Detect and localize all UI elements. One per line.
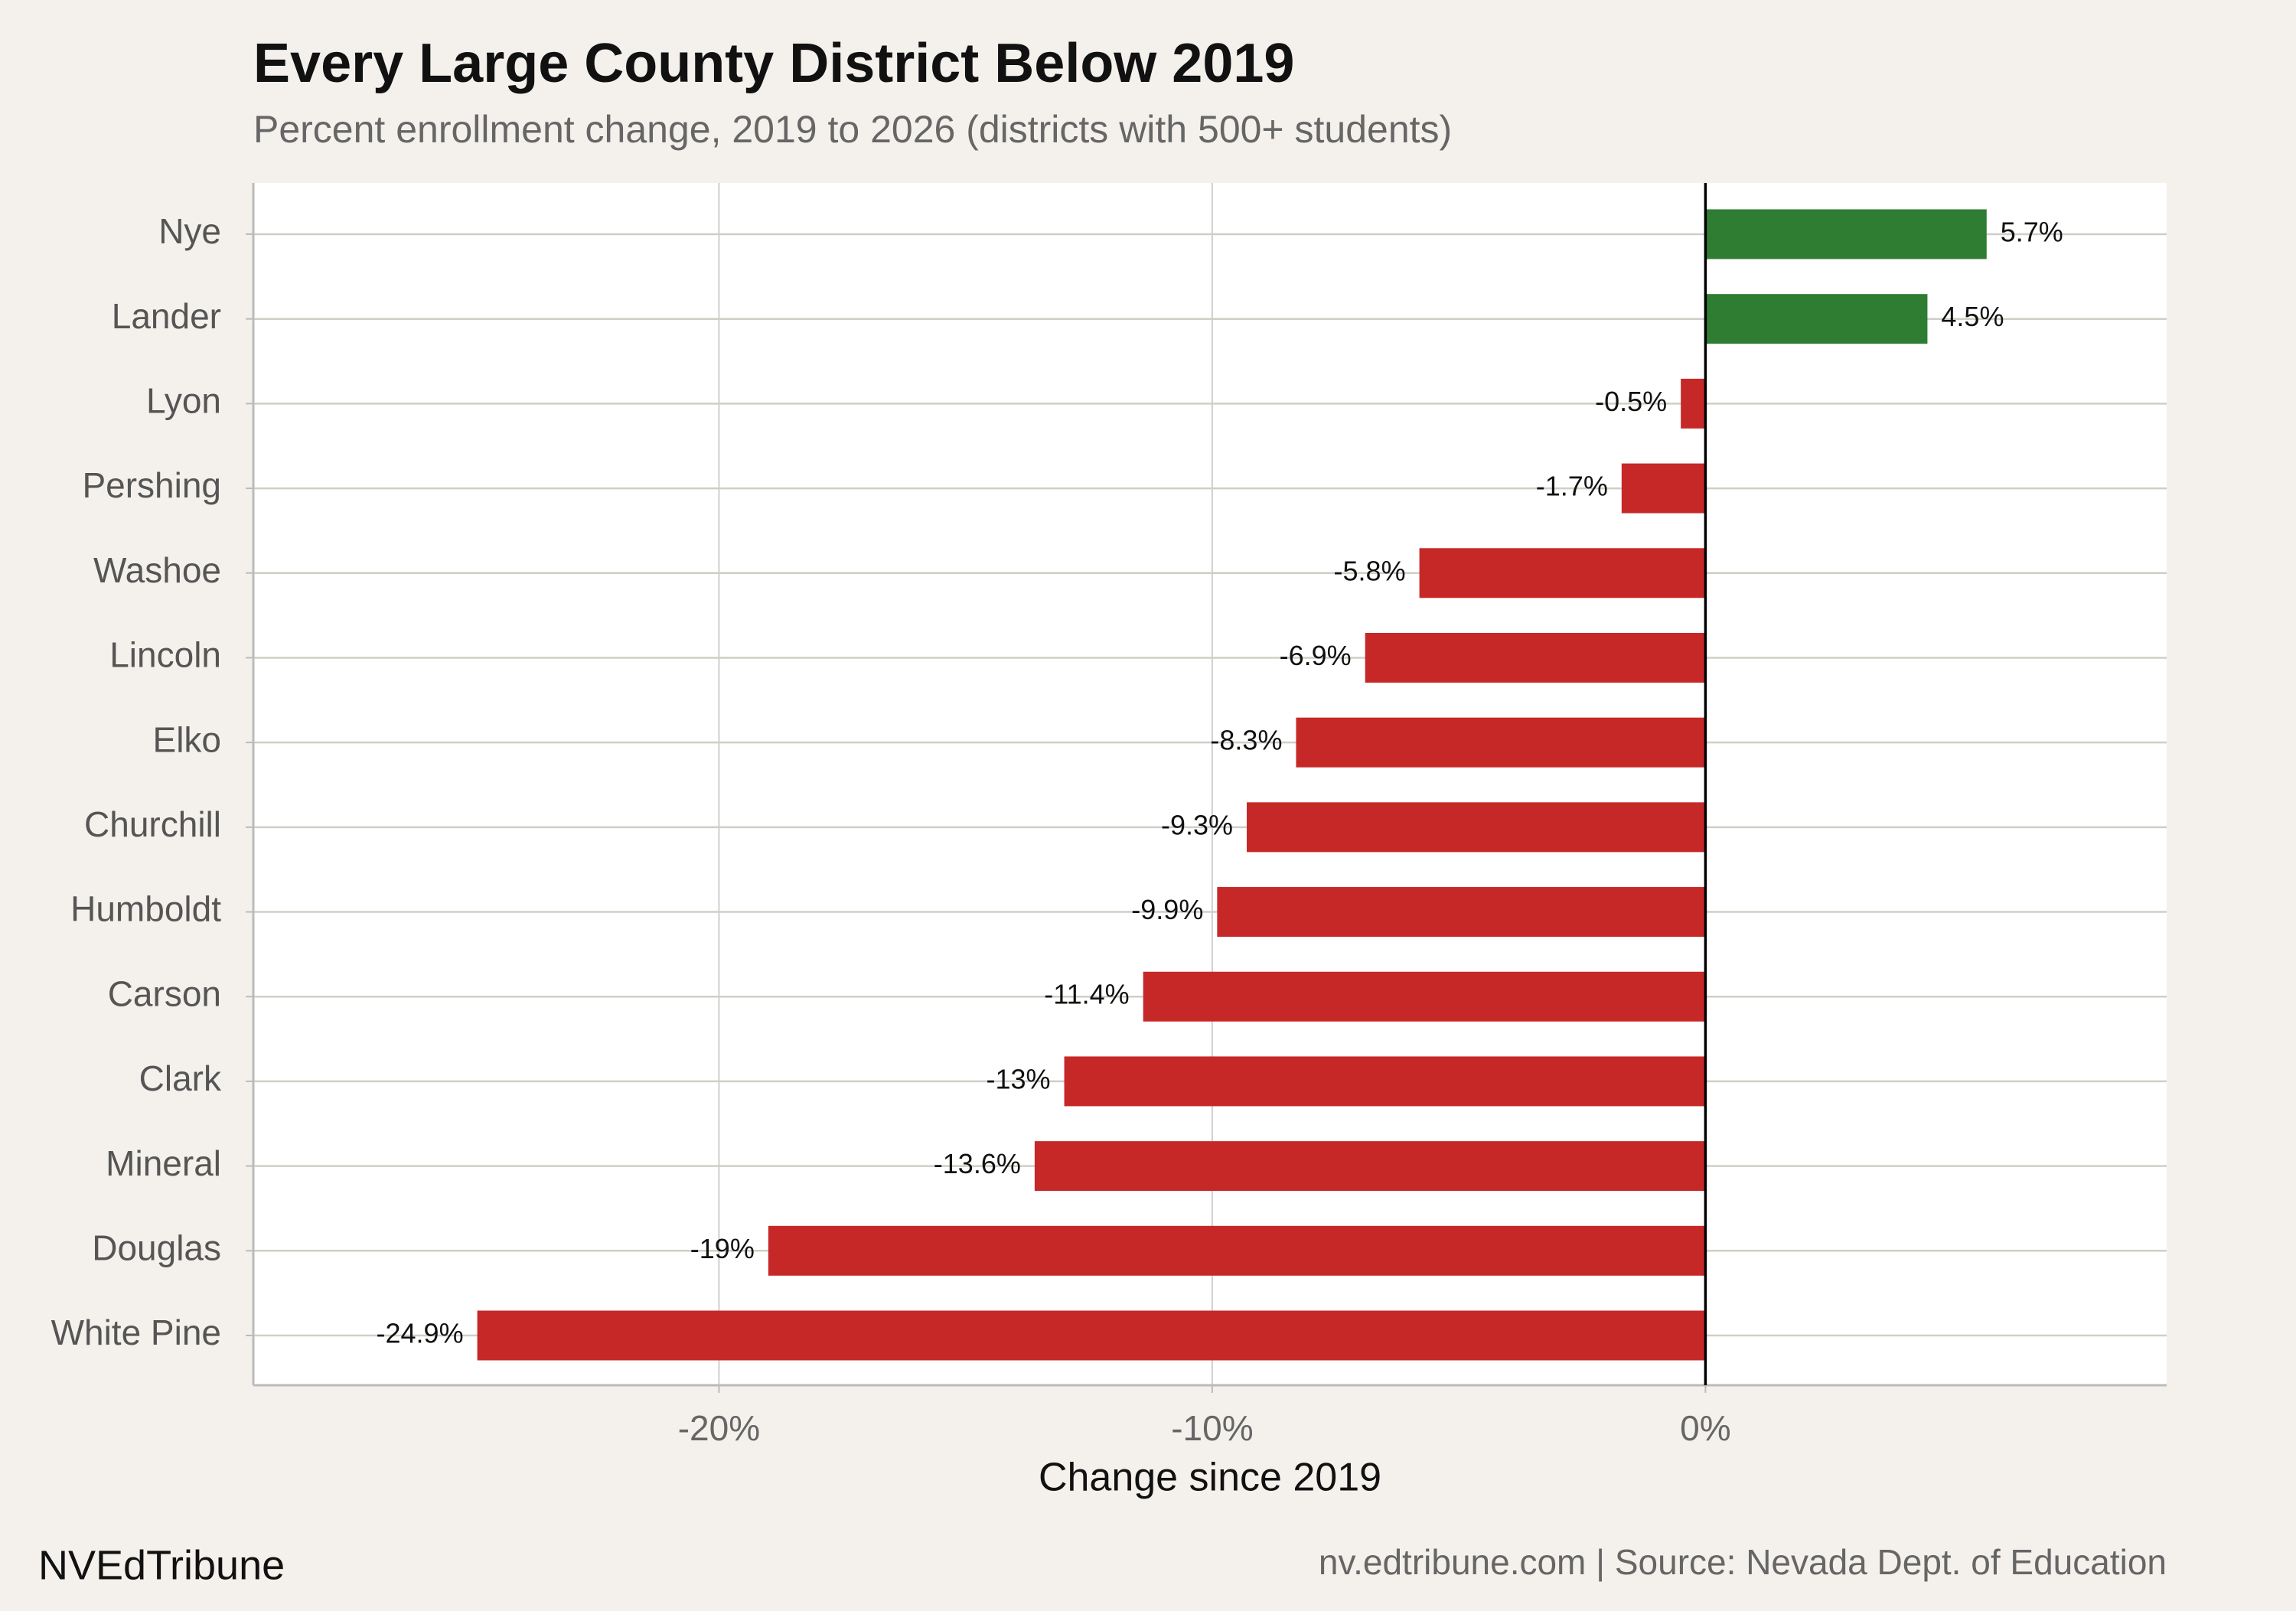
value-label: 5.7%	[2001, 217, 2063, 248]
value-label: -5.8%	[1334, 555, 1406, 586]
bar	[1217, 887, 1706, 938]
brand: NVEdTribune	[38, 1542, 285, 1588]
bar	[1419, 548, 1706, 598]
chart-subtitle: Percent enrollment change, 2019 to 2026 …	[253, 108, 1452, 151]
value-label: -11.4%	[1044, 979, 1129, 1010]
y-tick-label: Lyon	[146, 381, 221, 421]
y-tick-label: Lander	[112, 296, 221, 336]
value-label: -9.9%	[1131, 894, 1203, 925]
source-note: nv.edtribune.com | Source: Nevada Dept. …	[1319, 1542, 2167, 1582]
value-label: -8.3%	[1210, 725, 1282, 756]
y-tick-label: Mineral	[106, 1143, 221, 1183]
bar	[768, 1225, 1706, 1276]
y-tick-label: Elko	[153, 719, 221, 759]
x-axis-title: Change since 2019	[1039, 1456, 1381, 1500]
y-tick-label: Churchill	[84, 804, 221, 844]
plot-panel	[253, 183, 2167, 1385]
value-label: -19%	[690, 1233, 755, 1264]
value-label: -13.6%	[934, 1148, 1021, 1179]
y-tick-label: Carson	[108, 973, 221, 1013]
value-label: 4.5%	[1941, 301, 2004, 332]
bar	[1621, 463, 1706, 514]
bar	[1034, 1141, 1706, 1192]
value-label: -1.7%	[1536, 471, 1608, 502]
bar	[477, 1310, 1706, 1361]
value-label: -13%	[987, 1063, 1051, 1094]
chart-title: Every Large County District Below 2019	[253, 33, 1294, 94]
y-tick-label: Nye	[158, 211, 221, 251]
value-label: -9.3%	[1161, 809, 1233, 840]
x-tick-label: -10%	[1171, 1408, 1253, 1448]
y-tick-label: Pershing	[82, 465, 221, 505]
y-tick-label: Humboldt	[70, 889, 221, 929]
bar	[1705, 294, 1928, 344]
y-tick-label: Clark	[139, 1058, 222, 1098]
value-label: -0.5%	[1595, 386, 1667, 417]
bar	[1365, 632, 1706, 683]
bar	[1064, 1056, 1706, 1107]
bar	[1296, 717, 1706, 768]
y-tick-label: Douglas	[92, 1228, 221, 1267]
bar	[1681, 378, 1706, 429]
value-label: -6.9%	[1280, 640, 1352, 671]
x-tick-label: -20%	[678, 1408, 760, 1448]
y-tick-label: Washoe	[93, 550, 221, 590]
bar	[1247, 802, 1706, 853]
y-tick-label: Lincoln	[109, 635, 221, 675]
y-tick-label: White Pine	[51, 1313, 221, 1352]
value-label: -24.9%	[377, 1318, 464, 1349]
x-tick-label: 0%	[1680, 1408, 1730, 1448]
bar	[1705, 209, 1987, 259]
bar	[1143, 971, 1706, 1022]
